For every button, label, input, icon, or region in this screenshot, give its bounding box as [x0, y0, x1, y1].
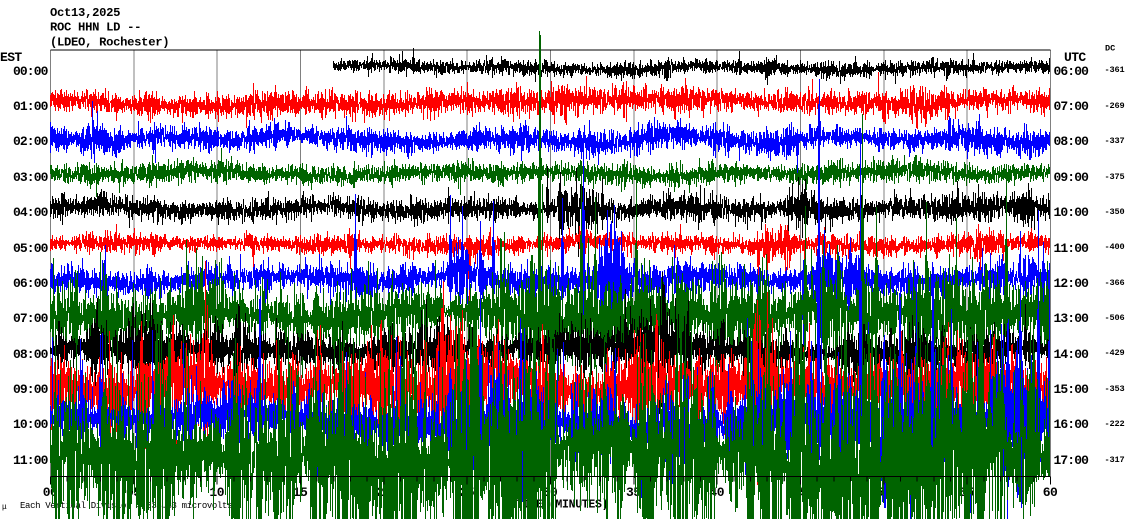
svg-text:06:00: 06:00 [1054, 64, 1090, 79]
svg-text:00:00: 00:00 [13, 64, 49, 79]
svg-text:07:00: 07:00 [13, 311, 49, 326]
svg-text:-400: -400 [1105, 242, 1125, 252]
svg-text:EST: EST [0, 50, 22, 65]
svg-text:02:00: 02:00 [13, 134, 49, 149]
svg-text:15:00: 15:00 [1054, 382, 1090, 397]
svg-text:01:00: 01:00 [13, 99, 49, 114]
svg-text:30: 30 [543, 485, 558, 500]
svg-text:11:00: 11:00 [1054, 241, 1090, 256]
svg-text:(LDEO, Rochester): (LDEO, Rochester) [50, 36, 169, 50]
svg-text:10:00: 10:00 [1054, 205, 1090, 220]
svg-text:04:00: 04:00 [13, 205, 49, 220]
svg-text:-317: -317 [1105, 455, 1125, 465]
svg-text:10:00: 10:00 [13, 417, 49, 432]
svg-text:-375: -375 [1105, 172, 1125, 182]
svg-text:13:00: 13:00 [1054, 311, 1090, 326]
svg-text:17:00: 17:00 [1054, 453, 1090, 468]
svg-text:06:00: 06:00 [13, 276, 49, 291]
svg-text:-361: -361 [1105, 65, 1125, 75]
svg-text:09:00: 09:00 [1054, 170, 1090, 185]
svg-text:07:00: 07:00 [1054, 99, 1090, 114]
svg-text:-350: -350 [1105, 207, 1125, 217]
svg-text:μ: μ [2, 503, 7, 512]
svg-text:14:00: 14:00 [1054, 347, 1090, 362]
svg-text:16:00: 16:00 [1054, 417, 1090, 432]
svg-text:12:00: 12:00 [1054, 276, 1090, 291]
svg-text:Oct13,2025: Oct13,2025 [50, 6, 120, 20]
svg-text:-353: -353 [1105, 384, 1125, 394]
svg-text:09:00: 09:00 [13, 382, 49, 397]
svg-text:03:00: 03:00 [13, 170, 49, 185]
svg-text:08:00: 08:00 [1054, 134, 1090, 149]
svg-text:-429: -429 [1105, 348, 1125, 358]
svg-text:05:00: 05:00 [13, 241, 49, 256]
svg-text:-366: -366 [1105, 278, 1125, 288]
svg-text:08:00: 08:00 [13, 347, 49, 362]
svg-text:11:00: 11:00 [13, 453, 49, 468]
svg-text:-269: -269 [1105, 101, 1125, 111]
svg-text:-506: -506 [1105, 313, 1125, 323]
svg-text:-337: -337 [1105, 136, 1125, 146]
svg-text:UTC: UTC [1064, 50, 1086, 65]
svg-text:DC: DC [1105, 44, 1115, 54]
svg-text:Each Vertical Division = 333.3: Each Vertical Division = 333.33 microvol… [20, 501, 232, 511]
svg-text:60: 60 [1043, 485, 1058, 500]
svg-text:ROC HHN LD --: ROC HHN LD -- [50, 21, 141, 35]
svg-text:-222: -222 [1105, 419, 1125, 429]
svg-text:10: 10 [209, 485, 224, 500]
